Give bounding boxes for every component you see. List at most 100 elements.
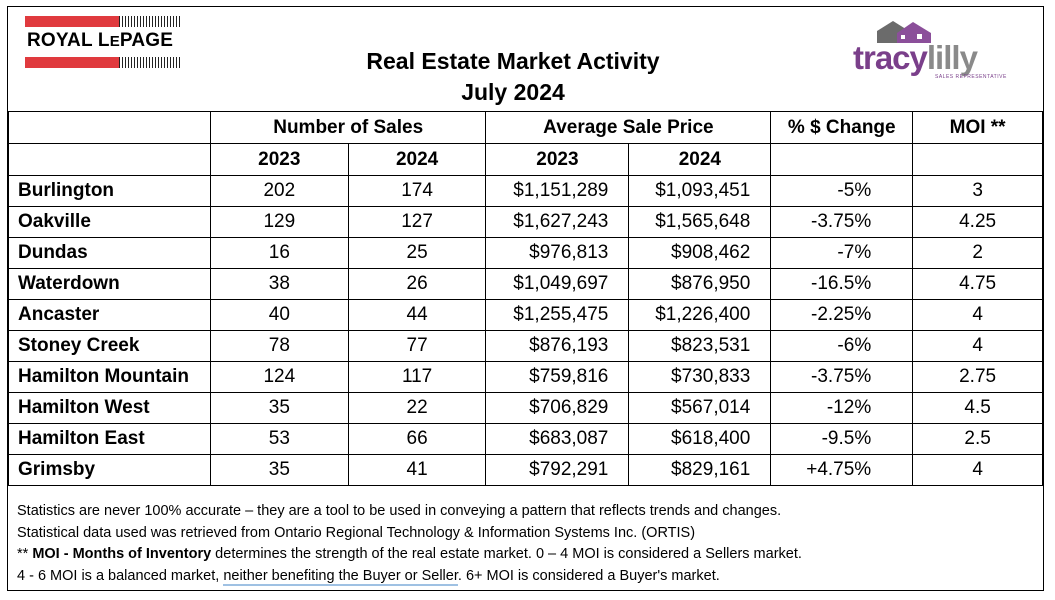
cell-price-2024: $829,161: [628, 454, 772, 486]
logo-bar-top: [25, 16, 182, 27]
cell-percent-change: -16.5%: [770, 268, 914, 300]
cell-sales-2023: 78: [209, 330, 349, 362]
cell-moi: 2.5: [912, 423, 1043, 455]
row-city: Stoney Creek: [8, 330, 211, 362]
row-city: Dundas: [8, 237, 211, 269]
cell-price-2024: $1,093,451: [628, 175, 772, 207]
cell-sales-2023: 40: [209, 299, 349, 331]
header-empty-cell: [912, 143, 1043, 176]
cell-percent-change: -7%: [770, 237, 914, 269]
market-table: Number of Sales Average Sale Price % $ C…: [8, 111, 1043, 486]
house-icon: [877, 21, 931, 43]
header-empty-cell: [8, 143, 211, 176]
cell-percent-change: -3.75%: [770, 361, 914, 393]
cell-sales-2024: 174: [347, 175, 487, 207]
cell-sales-2024: 41: [347, 454, 487, 486]
cell-price-2024: $1,565,648: [628, 206, 772, 238]
cell-moi: 4: [912, 454, 1043, 486]
table-row: Hamilton West 35 22 $706,829 $567,014 -12% 4.5: [8, 392, 1043, 424]
cell-sales-2023: 35: [209, 392, 349, 424]
cell-price-2024: $876,950: [628, 268, 772, 300]
cell-percent-change: -3.75%: [770, 206, 914, 238]
table-row: Grimsby 35 41 $792,291 $829,161 +4.75% 4: [8, 454, 1043, 486]
cell-sales-2024: 77: [347, 330, 487, 362]
cell-sales-2023: 202: [209, 175, 349, 207]
cell-price-2023: $1,255,475: [485, 299, 630, 331]
cell-sales-2024: 44: [347, 299, 487, 331]
report-period: July 2024: [461, 79, 565, 105]
cell-percent-change: -5%: [770, 175, 914, 207]
cell-sales-2024: 22: [347, 392, 487, 424]
note-source: Statistical data used was retrieved from…: [17, 524, 696, 541]
cell-percent-change: -2.25%: [770, 299, 914, 331]
cell-price-2024: $823,531: [628, 330, 772, 362]
cell-price-2023: $976,813: [485, 237, 630, 269]
cell-sales-2024: 66: [347, 423, 487, 455]
report-notes: Statistics are never 100% accurate – the…: [17, 501, 1037, 587]
row-city: Hamilton East: [8, 423, 211, 455]
cell-sales-2024: 127: [347, 206, 487, 238]
header-sales-2024: 2024: [347, 143, 487, 176]
cell-price-2024: $618,400: [628, 423, 772, 455]
header-sales-2023: 2023: [209, 143, 349, 176]
cell-sales-2024: 117: [347, 361, 487, 393]
row-city: Waterdown: [8, 268, 211, 300]
cell-price-2024: $567,014: [628, 392, 772, 424]
cell-price-2023: $876,193: [485, 330, 630, 362]
royal-lepage-logo: ROYAL LEPAGE: [25, 14, 182, 70]
header-empty-cell: [8, 111, 211, 144]
header-average-sale-price: Average Sale Price: [485, 111, 772, 144]
report-title: Real Estate Market Activity: [366, 48, 660, 74]
note-accuracy: Statistics are never 100% accurate – the…: [17, 503, 782, 519]
cell-sales-2023: 53: [209, 423, 349, 455]
cell-price-2023: $792,291: [485, 454, 630, 486]
cell-moi: 3: [912, 175, 1043, 207]
royal-lepage-wordmark: ROYAL LEPAGE: [27, 30, 174, 51]
cell-price-2024: $730,833: [628, 361, 772, 393]
row-city: Oakville: [8, 206, 211, 238]
cell-sales-2023: 38: [209, 268, 349, 300]
cell-moi: 4.75: [912, 268, 1043, 300]
cell-price-2023: $683,087: [485, 423, 630, 455]
table-row: Hamilton Mountain 124 117 $759,816 $730,833-…: [8, 361, 1043, 393]
cell-percent-change: -6%: [770, 330, 914, 362]
row-city: Burlington: [8, 175, 211, 207]
cell-sales-2023: 16: [209, 237, 349, 269]
cell-sales-2024: 25: [347, 237, 487, 269]
row-city: Hamilton Mountain: [8, 361, 211, 393]
cell-moi: 4.5: [912, 392, 1043, 424]
cell-price-2023: $1,049,697: [485, 268, 630, 300]
cell-percent-change: -9.5%: [770, 423, 914, 455]
cell-sales-2023: 35: [209, 454, 349, 486]
table-row: Stoney Creek 78 77 $876,193 $823,531 -6% 4: [8, 330, 1043, 362]
cell-percent-change: -12%: [770, 392, 914, 424]
cell-price-2023: $706,829: [485, 392, 630, 424]
cell-moi: 4: [912, 330, 1043, 362]
table-row: Hamilton East 53 66 $683,087 $618,400 -9.5% 2.…: [8, 423, 1043, 455]
table-header-years: 2023 2024 2023 2024: [8, 143, 1043, 176]
cell-price-2024: $1,226,400: [628, 299, 772, 331]
cell-price-2024: $908,462: [628, 237, 772, 269]
table-row: Dundas 16 25 $976,813 $908,462 -7% 2: [8, 237, 1043, 269]
report-header: ROYAL LEPAGE Real Estate Market Activity…: [8, 7, 1043, 111]
tracylilly-tagline: SALES REPRESENTATIVE: [935, 74, 1007, 80]
note-moi-definition: ** MOI - Months of Inventory determines …: [17, 546, 802, 562]
cell-moi: 2.75: [912, 361, 1043, 393]
header-empty-cell: [770, 143, 914, 176]
row-city: Hamilton West: [8, 392, 211, 424]
cell-price-2023: $1,627,243: [485, 206, 630, 238]
logo-bar-bottom: [25, 57, 182, 68]
table-header-groups: Number of Sales Average Sale Price % $ C…: [8, 111, 1043, 144]
header-price-2023: 2023: [485, 143, 630, 176]
cell-percent-change: +4.75%: [770, 454, 914, 486]
table-row: Oakville 129 127 $1,627,243 $1,565,648 -3.75%…: [8, 206, 1043, 238]
tracylilly-logo: tracylilly SALES REPRESENTATIVE: [853, 19, 1013, 84]
row-city: Ancaster: [8, 299, 211, 331]
table-row: Waterdown 38 26 $1,049,697 $876,950 -16.5% 4.7…: [8, 268, 1043, 300]
table-row: Burlington 202 174 $1,151,289 $1,093,451 -5% 3: [8, 175, 1043, 207]
cell-sales-2023: 129: [209, 206, 349, 238]
cell-moi: 2: [912, 237, 1043, 269]
header-moi: MOI **: [912, 111, 1043, 144]
cell-sales-2023: 124: [209, 361, 349, 393]
cell-price-2023: $759,816: [485, 361, 630, 393]
